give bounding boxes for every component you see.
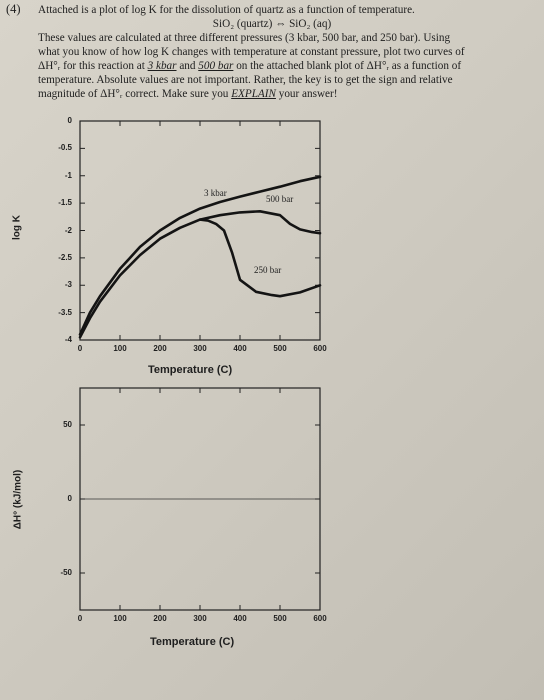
x-tick-label: 300: [193, 614, 207, 623]
question-line-5: temperature. Absolute values are not imp…: [38, 74, 453, 86]
y-tick-label: 0: [67, 494, 72, 503]
x-tick-label: 600: [313, 344, 327, 353]
line4-part-b: and: [176, 60, 199, 72]
y-tick-label: 50: [63, 420, 72, 429]
x-tick-label: 300: [193, 344, 207, 353]
underline-3kbar: 3 kbar: [147, 60, 177, 72]
line6-part-a: magnitude of ΔH°ᵣ correct. Make sure you: [38, 88, 232, 100]
reaction-equation: SiO₂ (quartz) ⇔ SiO₂ (aq): [212, 18, 332, 30]
series-label-3-kbar: 3 kbar: [204, 188, 227, 199]
y-tick-label: 0: [67, 116, 72, 125]
x-tick-label: 200: [153, 344, 167, 353]
question-line-3: what you know of how log K changes with …: [38, 46, 465, 58]
y-tick-label: -1: [64, 170, 72, 180]
series-label-250-bar: 250 bar: [254, 265, 282, 276]
y-tick-label: -4: [64, 335, 72, 344]
x-tick-label: 0: [77, 614, 83, 623]
y-tick-label: -0.5: [58, 143, 72, 153]
deltah-y-axis-title: ΔH° (kJ/mol): [12, 469, 24, 530]
underline-500bar: 500 bar: [198, 60, 234, 72]
x-tick-label: 400: [233, 614, 247, 623]
x-tick-label: 400: [233, 344, 247, 353]
line4-part-c: on the attached blank plot of ΔH°ᵣ as a …: [233, 60, 462, 72]
underline-explain: EXPLAIN: [231, 88, 276, 100]
question-line-4: ΔH°ᵣ for this reaction at 3 kbar and 500…: [38, 59, 461, 73]
line4-part-a: ΔH°ᵣ for this reaction at: [38, 60, 148, 72]
deltah-ticks: [79, 388, 321, 610]
question-number: (4): [6, 2, 21, 16]
y-tick-label: -3.5: [58, 307, 72, 317]
x-tick-label: 100: [113, 344, 127, 353]
y-tick-label: -3: [64, 280, 72, 290]
question-line-2: These values are calculated at three dif…: [38, 32, 451, 44]
y-tick-label: -2: [64, 225, 72, 235]
x-tick-label: 500: [273, 344, 287, 353]
y-tick-label: -50: [60, 568, 72, 577]
x-tick-label: 200: [153, 614, 167, 623]
series-line-3-kbar: [78, 175, 322, 336]
y-tick-label: -1.5: [58, 198, 72, 208]
series-line-500-bar: [78, 210, 322, 339]
question-line-6: magnitude of ΔH°ᵣ correct. Make sure you…: [38, 87, 337, 101]
x-tick-label: 500: [273, 614, 287, 623]
deltah-x-axis-title: Temperature (C): [150, 636, 235, 648]
x-tick-label: 600: [313, 614, 327, 623]
question-line-1: Attached is a plot of log K for the diss…: [38, 4, 415, 16]
line6-part-b: your answer!: [275, 88, 338, 100]
logk-x-axis-title: Temperature (C): [148, 364, 233, 376]
logk-series-lines: [78, 175, 322, 339]
series-line-250-bar: [198, 218, 322, 298]
x-tick-label: 100: [113, 614, 127, 623]
series-label-500-bar: 500 bar: [266, 193, 294, 204]
x-tick-label: 0: [77, 344, 83, 353]
y-tick-label: -2.5: [58, 252, 72, 262]
